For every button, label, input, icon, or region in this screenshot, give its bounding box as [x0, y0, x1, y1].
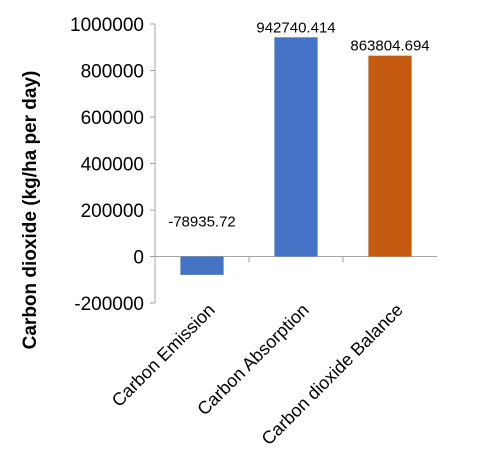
bars-group: [180, 37, 412, 275]
bar: [274, 37, 318, 257]
y-tick-label: 800000: [81, 62, 144, 83]
y-tick-label: 400000: [81, 155, 144, 176]
data-labels-group: -78935.72 942740.414 863804.694: [168, 19, 429, 230]
y-tick-label: 200000: [81, 201, 144, 222]
category-label: Carbon Emission: [108, 300, 219, 411]
y-axis-title: Carbon dioxide (kg/ha per day): [20, 71, 41, 350]
y-tick-label: -200000: [74, 294, 144, 315]
y-tick-label: 1000000: [70, 15, 144, 36]
y-tick-label: 600000: [81, 108, 144, 129]
data-label: 863804.694: [350, 38, 429, 55]
y-axis: -200000 0 200000 400000 600000 800000 1000000: [70, 15, 437, 315]
bar: [180, 256, 224, 275]
bar: [368, 55, 412, 257]
data-label: 942740.414: [256, 19, 335, 36]
data-label: -78935.72: [168, 213, 236, 230]
y-tick-label: 0: [133, 248, 144, 269]
